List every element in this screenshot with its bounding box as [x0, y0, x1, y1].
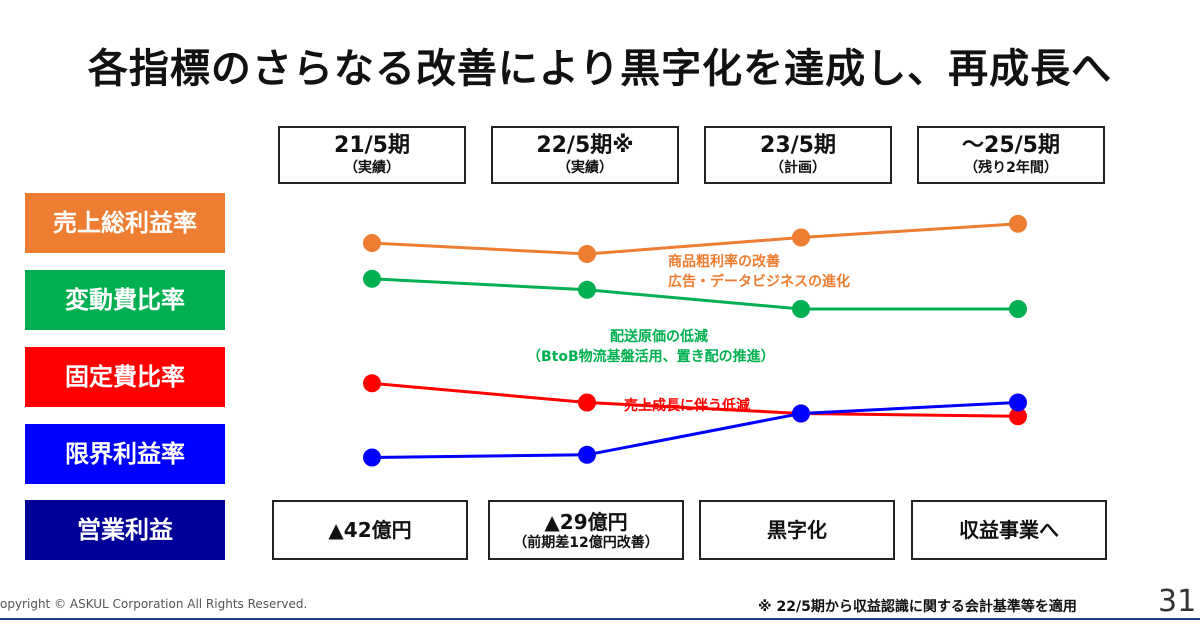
series-line-2 [371, 381, 1019, 418]
footer-divider [0, 618, 1200, 620]
data-point-1-0 [363, 269, 381, 288]
annotation-variable-cost: 配送原価の低減 [610, 327, 708, 347]
metric-label-gross-profit-rate: 売上総利益率 [25, 193, 225, 253]
period-label: 23/5期 [760, 133, 836, 158]
period-header-21-5: 21/5期 （実績） [278, 126, 466, 184]
data-point-2-1 [578, 393, 596, 412]
data-point-0-2 [792, 228, 810, 247]
copyright-text: opyright © ASKUL Corporation All Rights … [0, 597, 308, 611]
period-status: （残り2年間） [964, 160, 1058, 176]
page-number: 31 [1158, 584, 1197, 619]
annotation-gross-profit: 商品粗利率の改善 広告・データビジネスの進化 [668, 252, 850, 292]
period-status: （計画） [770, 160, 826, 176]
annotation-line: 売上成長に伴う低減 [624, 398, 750, 414]
data-point-3-2 [792, 404, 810, 423]
metric-label-fixed-cost-ratio: 固定費比率 [25, 347, 225, 407]
period-header-23-5: 23/5期 （計画） [704, 126, 892, 184]
period-label: 21/5期 [334, 133, 410, 158]
metric-label-operating-profit: 営業利益 [25, 500, 225, 560]
series-line-3 [371, 401, 1019, 459]
period-status: （実績） [344, 160, 400, 176]
data-point-2-3 [1009, 407, 1027, 426]
data-point-2-0 [363, 374, 381, 393]
data-point-1-2 [792, 300, 810, 318]
data-point-3-3 [1009, 393, 1027, 412]
result-21-5: ▲42億円 [272, 500, 468, 560]
result-note: （前期差12億円改善） [513, 535, 659, 551]
page-title: 各指標のさらなる改善により黒字化を達成し、再成長へ [87, 46, 1113, 92]
data-point-3-1 [578, 445, 596, 464]
metric-label-variable-cost-ratio: 変動費比率 [25, 270, 225, 330]
annotation-line: 商品粗利率の改善 [668, 254, 780, 270]
accounting-note: ※ 22/5期から収益認識に関する会計基準等を適用 [758, 599, 1077, 615]
data-point-0-3 [1009, 214, 1027, 233]
result-22-5: ▲29億円 （前期差12億円改善） [488, 500, 684, 560]
data-point-1-3 [1009, 300, 1027, 318]
data-point-1-1 [578, 280, 596, 299]
period-status: （実績） [557, 160, 613, 176]
result-23-5: 黒字化 [699, 500, 895, 560]
period-header-25-5: ～25/5期 （残り2年間） [917, 126, 1105, 184]
series-line-0 [371, 222, 1019, 256]
result-value: ▲29億円 [544, 510, 628, 534]
result-25-5: 収益事業へ [911, 500, 1107, 560]
period-label: ～25/5期 [962, 133, 1060, 158]
data-point-3-0 [363, 448, 381, 467]
annotation-line: 広告・データビジネスの進化 [668, 274, 850, 290]
result-value: 黒字化 [767, 518, 827, 542]
annotation-fixed-cost: 売上成長に伴う低減 [624, 396, 750, 416]
period-header-22-5: 22/5期※ （実績） [491, 126, 679, 184]
metric-label-marginal-profit-rate: 限界利益率 [25, 424, 225, 484]
series-line-1 [371, 277, 1018, 311]
result-value: 収益事業へ [959, 518, 1059, 542]
data-point-0-1 [578, 245, 596, 263]
annotation-line: （BtoB物流基盤活用、置き配の推進） [527, 349, 775, 365]
annotation-variable-cost-detail: （BtoB物流基盤活用、置き配の推進） [527, 347, 775, 367]
result-value: ▲42億円 [328, 518, 412, 542]
period-label: 22/5期※ [536, 133, 634, 158]
data-point-0-0 [363, 234, 381, 252]
annotation-line: 配送原価の低減 [610, 329, 708, 345]
